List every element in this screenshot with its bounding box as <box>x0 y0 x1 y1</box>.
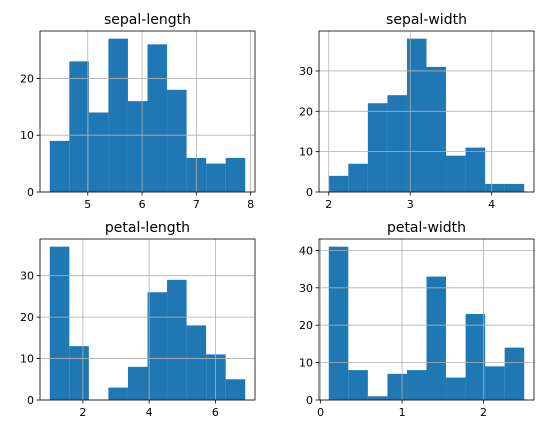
y-tick-label: 10 <box>299 357 313 370</box>
subplot-title: sepal-length <box>104 12 191 28</box>
y-tick-label: 0 <box>27 394 34 407</box>
histogram-bar <box>167 89 187 192</box>
axes-frame <box>39 238 256 401</box>
x-tick-label: 2 <box>79 406 86 419</box>
histogram-bar <box>348 163 368 192</box>
subplot-sepal-length: 5 6 7 8 0 10 20 sepal-length <box>20 12 256 211</box>
histogram-bar <box>328 246 349 400</box>
histogram-bar <box>127 101 148 192</box>
histogram-bar <box>367 396 388 400</box>
y-tick-label: 30 <box>299 65 313 78</box>
subplot-sepal-width: 2 3 4 0 10 20 30 sepal-width <box>299 12 535 211</box>
histogram-bar <box>426 66 447 192</box>
y-tick-label: 30 <box>299 282 313 295</box>
histogram-bar <box>186 325 207 400</box>
x-tick-label: 0 <box>317 406 324 419</box>
histogram-bar <box>465 147 486 192</box>
y-tick-label: 10 <box>299 146 313 159</box>
histogram-bar <box>485 183 505 192</box>
y-tick-label: 20 <box>20 311 34 324</box>
y-tick-label: 10 <box>20 129 34 142</box>
histogram-bar <box>206 163 226 192</box>
y-tick-label: 20 <box>299 319 313 332</box>
y-tick-label: 0 <box>306 186 313 199</box>
histogram-bar <box>49 246 70 400</box>
x-tick-label: 6 <box>212 406 219 419</box>
histogram-bar <box>69 61 89 192</box>
histogram-bar <box>225 379 246 400</box>
x-tick-label: 2 <box>480 406 487 419</box>
histogram-bar <box>446 377 466 400</box>
x-tick-label: 4 <box>146 406 153 419</box>
x-tick-label: 5 <box>84 198 91 211</box>
histogram-bar <box>387 373 407 400</box>
y-tick-label: 0 <box>306 394 313 407</box>
histogram-bar <box>108 38 128 192</box>
x-tick-label: 6 <box>139 198 146 211</box>
histogram-bar <box>504 183 525 192</box>
y-tick-label: 40 <box>299 244 313 257</box>
x-tick-label: 8 <box>247 198 254 211</box>
histogram-bar <box>485 366 505 400</box>
histogram-bar <box>167 279 187 400</box>
subplot-title: petal-length <box>105 220 190 236</box>
y-tick-label: 30 <box>20 270 34 283</box>
subplot-title: petal-width <box>387 220 466 236</box>
histogram-bar <box>127 366 148 400</box>
y-tick-label: 20 <box>299 105 313 118</box>
axes-frame <box>318 238 535 401</box>
histogram-bar <box>69 346 89 400</box>
x-tick-label: 7 <box>193 198 200 211</box>
x-tick-label: 4 <box>488 198 495 211</box>
histogram-bar <box>367 103 388 192</box>
x-tick-label: 3 <box>407 198 414 211</box>
histogram-bar <box>348 370 368 400</box>
histogram-bar <box>147 44 168 193</box>
histogram-bar <box>49 140 70 192</box>
y-tick-label: 0 <box>27 186 34 199</box>
histogram-bar <box>465 313 486 400</box>
y-tick-label: 20 <box>20 72 34 85</box>
histogram-bar <box>88 112 109 192</box>
histogram-bar <box>426 276 447 400</box>
histogram-bar <box>406 370 427 400</box>
subplot-petal-length: 2 4 6 0 10 20 30 petal-length <box>20 220 256 419</box>
histogram-bar <box>328 175 349 192</box>
histogram-bar <box>225 157 246 192</box>
x-tick-label: 2 <box>325 198 332 211</box>
axes-frame <box>39 30 256 193</box>
histogram-bar <box>147 292 168 400</box>
histogram-bar <box>446 155 466 192</box>
x-tick-label: 1 <box>399 406 406 419</box>
histogram-bar <box>206 354 226 400</box>
histogram-bar <box>387 95 407 192</box>
histogram-bar <box>108 387 128 400</box>
subplot-title: sepal-width <box>386 12 467 28</box>
histogram-bar <box>406 38 427 192</box>
histogram-bar <box>504 347 525 400</box>
y-tick-label: 10 <box>20 353 34 366</box>
